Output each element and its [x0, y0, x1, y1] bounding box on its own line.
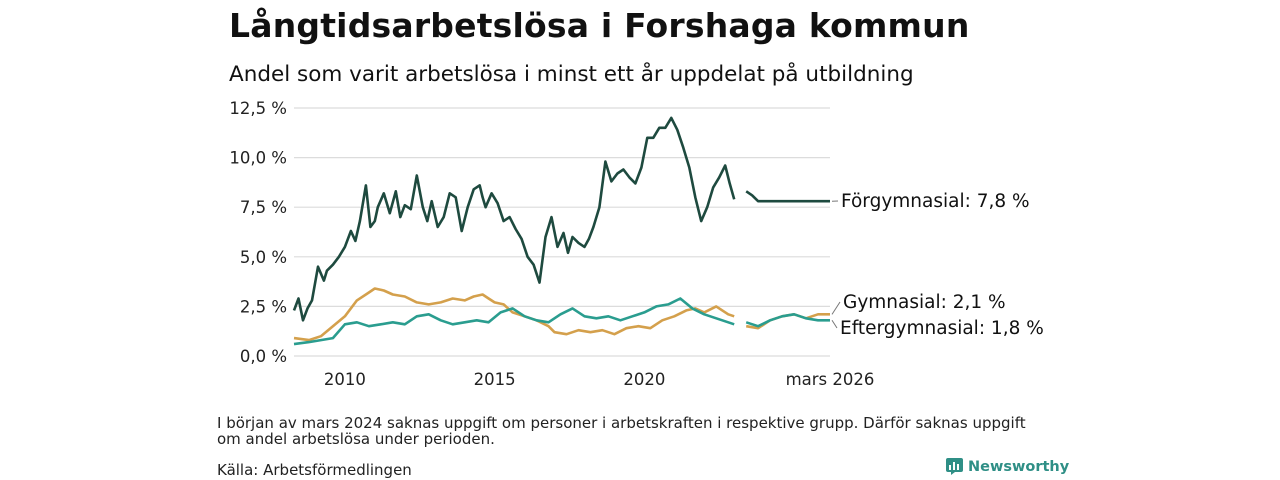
x-tick-label: 2010: [324, 370, 366, 389]
y-tick-label: 5,0 %: [240, 248, 287, 267]
series-lines: [292, 116, 830, 346]
series-line-förgymnasial: [292, 116, 736, 322]
x-tick-label: 2020: [623, 370, 665, 389]
series-line-eftergymnasial: [293, 297, 735, 346]
brand-name: Newsworthy: [968, 458, 1070, 475]
end-label-gymnasial: Gymnasial: 2,1 %: [843, 292, 1006, 313]
end-label-eftergymnasial: Eftergymnasial: 1,8 %: [840, 318, 1044, 339]
series-line-förgymnasial: [745, 190, 830, 203]
source-note: Källa: Arbetsförmedlingen: [217, 461, 412, 479]
newsworthy-logo-icon: [946, 458, 963, 475]
series-line-eftergymnasial: [745, 313, 830, 328]
y-axis-labels: 0,0 % 2,5 % 5,0 % 7,5 % 10,0 % 12,5 %: [229, 99, 287, 366]
chart-subtitle: Andel som varit arbetslösa i minst ett å…: [229, 62, 914, 87]
gridlines: [294, 107, 830, 357]
line-chart: 0,0 %2,5 %5,0 %7,5 %10,0 %12,5 % 2010 201…: [229, 99, 1044, 389]
y-tick-label: 0,0 %: [240, 347, 287, 366]
y-tick-label: 12,5 %: [229, 99, 287, 118]
brand-logo: Newsworthy: [946, 458, 1069, 475]
series-end-labels: Förgymnasial: 7,8 % Gymnasial: 2,1 % Efter…: [831, 191, 1044, 339]
y-tick-label: 7,5 %: [240, 198, 287, 217]
end-label-leader: [831, 301, 841, 315]
chart-title: Långtidsarbetslösa i Forshaga kommun: [229, 6, 970, 45]
y-tick-label: 2,5 %: [240, 297, 287, 316]
x-axis-labels: 2010 2015 2020 mars 2026: [324, 370, 875, 389]
x-tick-label: 2015: [474, 370, 516, 389]
series-line-gymnasial: [293, 287, 735, 342]
end-label-leader: [831, 320, 838, 329]
x-tick-label: mars 2026: [786, 370, 875, 389]
end-label-förgymnasial: Förgymnasial: 7,8 %: [841, 191, 1030, 212]
y-tick-label: 10,0 %: [229, 149, 287, 168]
footnote: I början av mars 2024 saknas uppgift om …: [217, 414, 1026, 448]
